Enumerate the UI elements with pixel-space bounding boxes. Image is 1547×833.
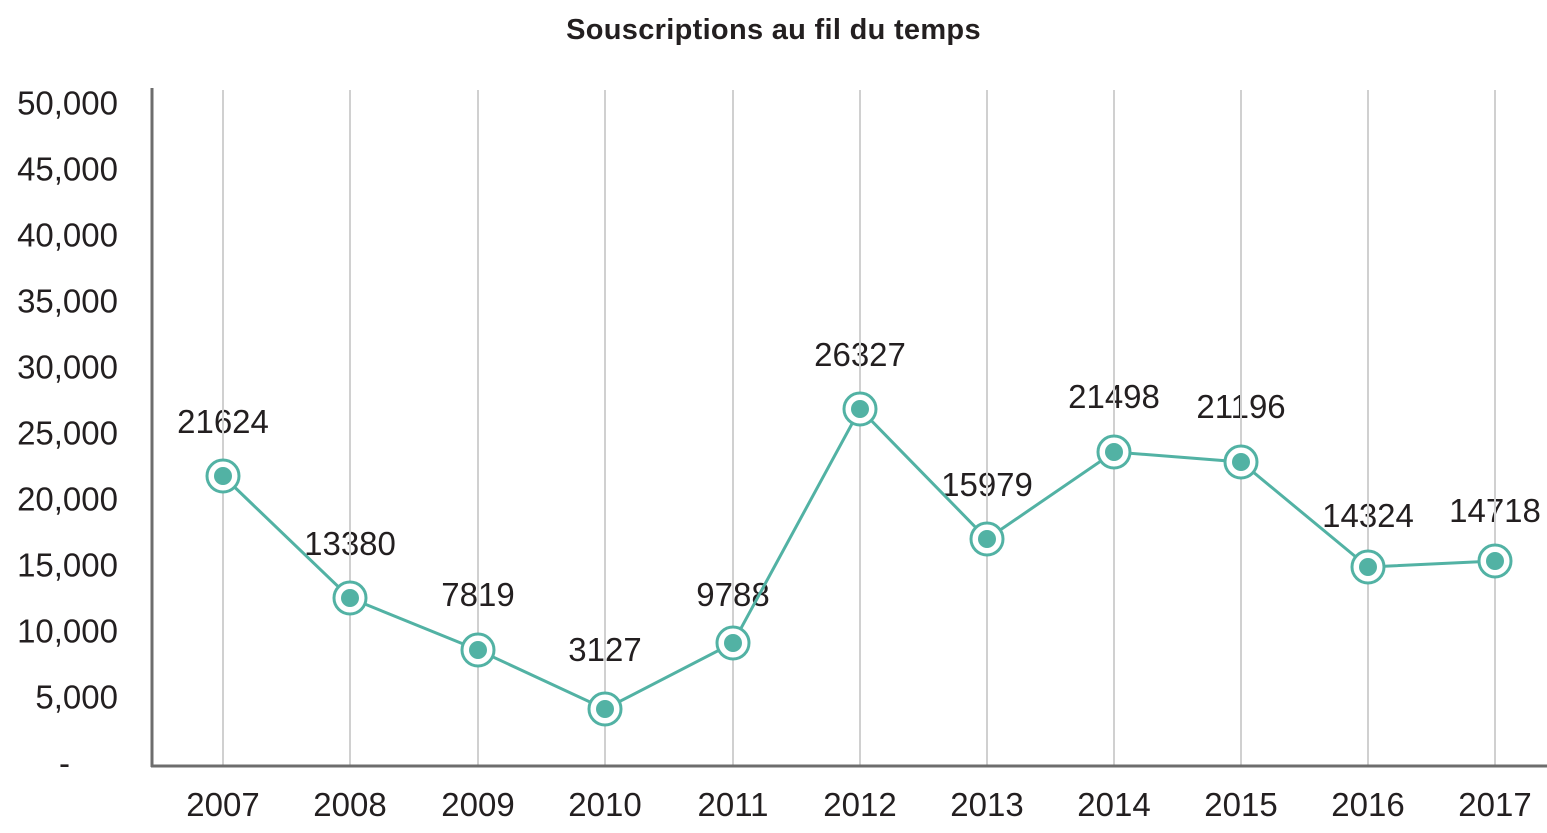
x-tick-label: 2011 (697, 786, 769, 823)
y-tick-label: 30,000 (17, 348, 118, 386)
vertical-gridlines (222, 90, 1496, 765)
x-tick-label: 2014 (1077, 786, 1151, 823)
data-point-marker (715, 625, 751, 661)
x-tick-label: 2007 (186, 786, 260, 823)
data-point-marker (969, 521, 1005, 557)
x-tick-label: 2008 (313, 786, 387, 823)
data-point-marker (332, 580, 368, 616)
y-tick-label: 40,000 (17, 216, 118, 254)
x-tick-label: 2016 (1331, 786, 1405, 823)
data-point-marker (1223, 444, 1259, 480)
x-tick-label: 2017 (1458, 786, 1532, 823)
y-tick-label: 25,000 (17, 414, 118, 452)
data-point-marker (460, 632, 496, 668)
chart-title: Souscriptions au fil du temps (566, 14, 981, 46)
x-tick-label: 2015 (1204, 786, 1278, 823)
y-tick-label: 5,000 (35, 678, 118, 716)
y-tick-label: 50,000 (17, 84, 118, 122)
data-point-marker (1477, 543, 1513, 579)
axes (150, 88, 1547, 768)
x-tick-label: 2013 (950, 786, 1024, 823)
data-point-marker (1096, 434, 1132, 470)
y-tick-label: - (59, 744, 70, 782)
x-tick-label: 2010 (568, 786, 642, 823)
x-tick-label: 2012 (823, 786, 897, 823)
y-tick-label: 10,000 (17, 612, 118, 650)
y-tick-label: 35,000 (17, 282, 118, 320)
x-tick-label: 2009 (441, 786, 515, 823)
y-tick-label: 20,000 (17, 480, 118, 518)
data-point-marker (587, 691, 623, 727)
data-point-marker (205, 458, 241, 494)
data-point-marker (842, 391, 878, 427)
data-point-marker (1350, 549, 1386, 585)
data-markers (205, 391, 1513, 727)
y-tick-label: 15,000 (17, 546, 118, 584)
y-tick-label: 45,000 (17, 150, 118, 188)
